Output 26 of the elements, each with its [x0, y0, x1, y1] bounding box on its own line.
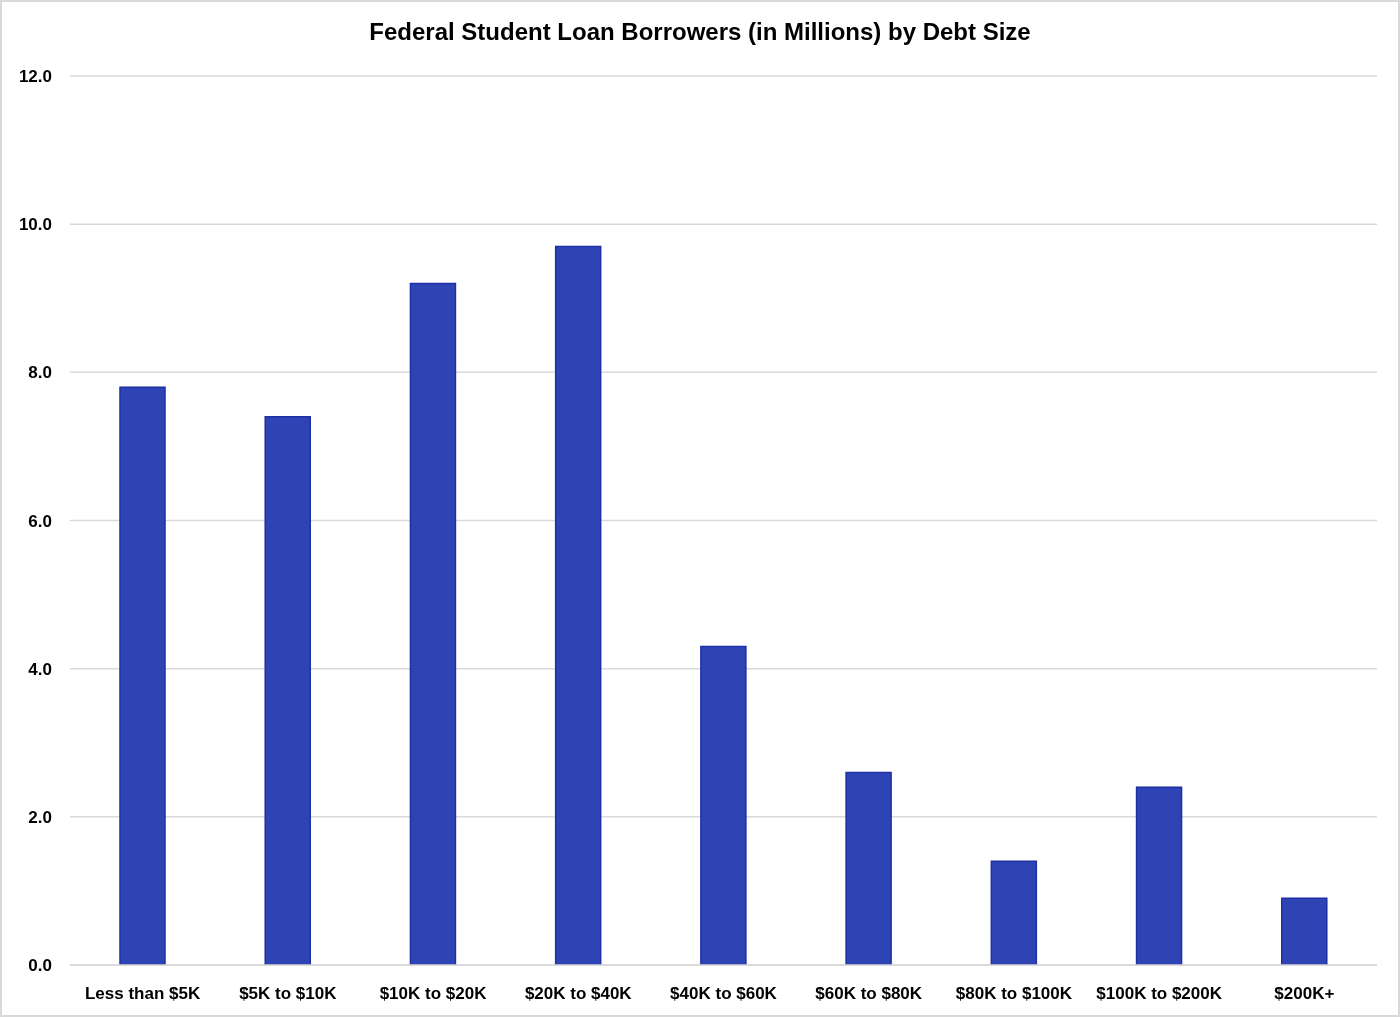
- bar: [119, 386, 166, 965]
- bar: [409, 282, 457, 965]
- x-tick-label: $5K to $10K: [239, 984, 338, 1004]
- x-tick-label: $80K to $100K: [955, 984, 1073, 1004]
- y-tick-label: 4.0: [28, 659, 52, 679]
- bar: [1135, 786, 1183, 965]
- x-tick-label: $100K to $200K: [1096, 984, 1223, 1004]
- y-tick-label: 2.0: [28, 807, 52, 827]
- chart-title: Federal Student Loan Borrowers (in Millions) by Debt Size: [368, 18, 1032, 46]
- x-tick-label: $60K to $80K: [815, 984, 923, 1004]
- x-tick-label: $10K to $20K: [379, 984, 488, 1004]
- y-tick-label: 8.0: [28, 363, 52, 383]
- bar: [554, 245, 602, 965]
- bar: [1281, 897, 1328, 965]
- x-tick-label: Less than $5K: [84, 984, 201, 1004]
- y-tick-label: 12.0: [18, 67, 52, 87]
- y-tick-label: 6.0: [28, 511, 52, 531]
- bar: [264, 416, 311, 965]
- bar: [845, 771, 892, 965]
- y-tick-label: 0.0: [28, 956, 52, 976]
- y-tick-label: 10.0: [18, 215, 52, 235]
- bar: [700, 645, 747, 965]
- x-tick-label: $40K to $60K: [670, 984, 778, 1004]
- x-tick-label: $200K+: [1274, 984, 1335, 1004]
- bar: [990, 860, 1038, 965]
- x-tick-label: $20K to $40K: [524, 984, 633, 1004]
